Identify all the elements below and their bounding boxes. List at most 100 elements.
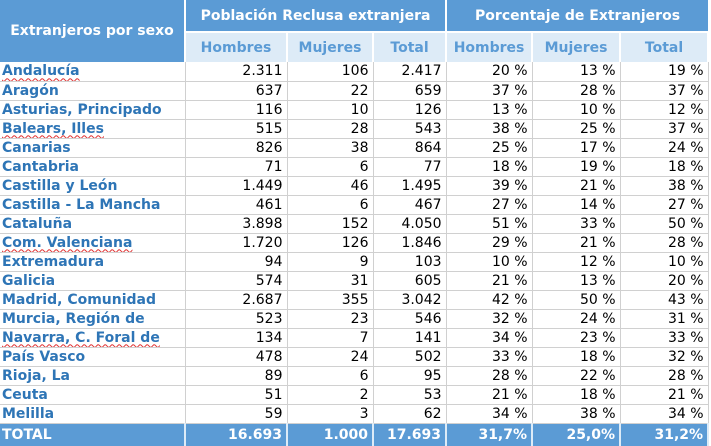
cell-hombres: 574 xyxy=(185,271,288,291)
cell-pct-mujeres: 38 % xyxy=(532,404,621,424)
total-label: TOTAL xyxy=(0,423,186,446)
cell-mujeres: 6 xyxy=(287,157,374,177)
cell-hombres: 523 xyxy=(185,309,288,329)
cell-hombres: 1.449 xyxy=(185,176,288,196)
region-name: Canarias xyxy=(0,138,186,158)
cell-pct-mujeres: 18 % xyxy=(532,385,621,405)
region-name: Navarra, C. Foral de xyxy=(0,328,186,348)
cell-total: 126 xyxy=(373,100,447,120)
cell-hombres: 94 xyxy=(185,252,288,272)
cell-mujeres: 9 xyxy=(287,252,374,272)
cell-pct-mujeres: 50 % xyxy=(532,290,621,310)
total-pct-total: 31,2% xyxy=(620,423,710,446)
region-name: Murcia, Región de xyxy=(0,309,186,329)
cell-hombres: 134 xyxy=(185,328,288,348)
total-hombres: 16.693 xyxy=(185,423,288,446)
cell-pct-hombres: 21 % xyxy=(446,385,533,405)
table-row: Balears, Illes 515 28 543 38 % 25 % 37 % xyxy=(0,119,709,139)
cell-pct-mujeres: 19 % xyxy=(532,157,621,177)
cell-pct-mujeres: 13 % xyxy=(532,62,621,82)
region-name: Rioja, La xyxy=(0,366,186,386)
cell-pct-hombres: 39 % xyxy=(446,176,533,196)
cell-pct-hombres: 34 % xyxy=(446,404,533,424)
corner-header: Extranjeros por sexo xyxy=(0,0,186,62)
cell-pct-total: 37 % xyxy=(620,119,709,139)
cell-total: 467 xyxy=(373,195,447,215)
cell-total: 95 xyxy=(373,366,447,386)
total-mujeres: 1.000 xyxy=(287,423,374,446)
cell-total: 1.495 xyxy=(373,176,447,196)
cell-hombres: 461 xyxy=(185,195,288,215)
cell-pct-hombres: 20 % xyxy=(446,62,533,82)
table-row: Asturias, Principado 116 10 126 13 % 10 % 12 % xyxy=(0,100,709,120)
cell-total: 77 xyxy=(373,157,447,177)
cell-total: 605 xyxy=(373,271,447,291)
cell-hombres: 59 xyxy=(185,404,288,424)
cell-pct-mujeres: 25 % xyxy=(532,119,621,139)
region-name: Cataluña xyxy=(0,214,186,234)
cell-mujeres: 7 xyxy=(287,328,374,348)
cell-pct-mujeres: 10 % xyxy=(532,100,621,120)
cell-pct-mujeres: 21 % xyxy=(532,233,621,253)
cell-hombres: 637 xyxy=(185,81,288,101)
cell-hombres: 116 xyxy=(185,100,288,120)
cell-pct-mujeres: 14 % xyxy=(532,195,621,215)
table-row: Melilla 59 3 62 34 % 38 % 34 % xyxy=(0,404,709,424)
cell-mujeres: 22 xyxy=(287,81,374,101)
table-row: Com. Valenciana 1.720 126 1.846 29 % 21 % 28 % xyxy=(0,233,709,253)
cell-mujeres: 38 xyxy=(287,138,374,158)
cell-pct-mujeres: 22 % xyxy=(532,366,621,386)
group-header-percentage: Porcentaje de Extranjeros xyxy=(445,0,709,33)
cell-pct-total: 50 % xyxy=(620,214,709,234)
cell-pct-hombres: 33 % xyxy=(446,347,533,367)
region-name: Aragón xyxy=(0,81,186,101)
table-row: Canarias 826 38 864 25 % 17 % 24 % xyxy=(0,138,709,158)
region-name: Com. Valenciana xyxy=(0,233,186,253)
cell-mujeres: 2 xyxy=(287,385,374,405)
table-row: Extremadura 94 9 103 10 % 12 % 10 % xyxy=(0,252,709,272)
table-row: Aragón 637 22 659 37 % 28 % 37 % xyxy=(0,81,709,101)
cell-total: 864 xyxy=(373,138,447,158)
cell-total: 543 xyxy=(373,119,447,139)
col-header-mujeres: Mujeres xyxy=(287,32,374,62)
cell-total: 141 xyxy=(373,328,447,348)
cell-pct-hombres: 27 % xyxy=(446,195,533,215)
col-header-hombres: Hombres xyxy=(185,32,288,62)
cell-pct-mujeres: 23 % xyxy=(532,328,621,348)
table-row: Ceuta 51 2 53 21 % 18 % 21 % xyxy=(0,385,709,405)
table-row: Andalucía 2.311 106 2.417 20 % 13 % 19 % xyxy=(0,62,709,82)
cell-pct-total: 37 % xyxy=(620,81,709,101)
cell-pct-total: 38 % xyxy=(620,176,709,196)
cell-pct-total: 19 % xyxy=(620,62,709,82)
cell-mujeres: 24 xyxy=(287,347,374,367)
region-name: Andalucía xyxy=(0,62,186,82)
cell-mujeres: 6 xyxy=(287,195,374,215)
cell-pct-hombres: 51 % xyxy=(446,214,533,234)
cell-pct-hombres: 34 % xyxy=(446,328,533,348)
cell-pct-hombres: 42 % xyxy=(446,290,533,310)
cell-total: 2.417 xyxy=(373,62,447,82)
cell-hombres: 2.311 xyxy=(185,62,288,82)
cell-total: 546 xyxy=(373,309,447,329)
cell-total: 1.846 xyxy=(373,233,447,253)
cell-mujeres: 31 xyxy=(287,271,374,291)
cell-pct-total: 32 % xyxy=(620,347,709,367)
cell-pct-mujeres: 24 % xyxy=(532,309,621,329)
cell-pct-hombres: 10 % xyxy=(446,252,533,272)
region-name: Melilla xyxy=(0,404,186,424)
col-header-pct-total: Total xyxy=(620,32,710,62)
table-row: Castilla y León 1.449 46 1.495 39 % 21 % 38 % xyxy=(0,176,709,196)
cell-mujeres: 106 xyxy=(287,62,374,82)
cell-pct-mujeres: 28 % xyxy=(532,81,621,101)
cell-pct-hombres: 18 % xyxy=(446,157,533,177)
table-row: Madrid, Comunidad 2.687 355 3.042 42 % 50 % 43… xyxy=(0,290,709,310)
cell-pct-total: 34 % xyxy=(620,404,709,424)
total-total: 17.693 xyxy=(373,423,448,446)
region-name: Balears, Illes xyxy=(0,119,186,139)
total-pct-hombres: 31,7% xyxy=(446,423,534,446)
region-name: Castilla y León xyxy=(0,176,186,196)
col-header-pct-hombres: Hombres xyxy=(446,32,534,62)
cell-pct-total: 20 % xyxy=(620,271,709,291)
cell-pct-total: 28 % xyxy=(620,366,709,386)
